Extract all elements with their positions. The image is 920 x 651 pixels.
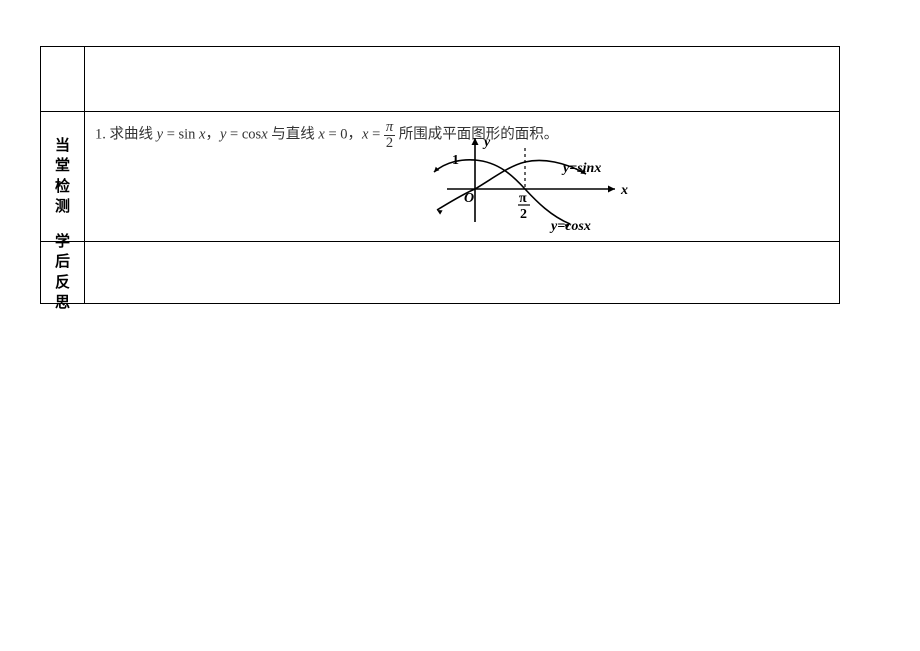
eq: = [163,127,178,143]
reflection-content [85,242,839,303]
label-reflection: 学 后 反 思 [41,242,85,303]
eq: = [368,127,383,143]
label-char: 后 [55,252,70,272]
t: 求曲线 [106,127,157,143]
worksheet-table: 当 堂 检 测 1. 求曲线 y = sin x，y = cosx 与直线 x … [40,46,840,304]
svg-text:π: π [519,191,527,206]
num: 0 [340,127,347,143]
label-char: 反 [55,273,70,293]
svg-text:y=cosx: y=cosx [549,219,591,234]
label-classroom-test: 当 堂 检 测 [41,112,85,241]
eq: = [325,127,340,143]
svg-text:2: 2 [520,207,527,222]
fn: cos [242,127,261,143]
problem-cell: 1. 求曲线 y = sin x，y = cosx 与直线 x = 0，x = … [85,112,839,241]
svg-text:y: y [482,135,491,150]
problem-index: 1. [95,127,106,143]
label-char: 学 [55,232,70,252]
row-reflection: 学 后 反 思 [41,241,839,303]
label-char: 检 [55,177,70,197]
comma: ， [348,127,363,143]
diagram: y x O 1 π2 y=sinx y=cosx [415,134,645,247]
fn: sin [179,127,196,143]
label-char: 堂 [55,156,70,176]
t: 与直线 [268,127,319,143]
fraction: π2 [384,120,395,150]
eq: = [226,127,241,143]
svg-text:O: O [464,191,474,206]
frac-num: π [384,120,395,136]
diagram-svg: y x O 1 π2 y=sinx y=cosx [415,134,645,242]
svg-text:y=sinx: y=sinx [561,161,601,176]
label-char: 思 [55,293,70,313]
svg-text:1: 1 [452,153,459,168]
row-blank-content [85,47,839,111]
svg-text:x: x [620,183,628,198]
row-classroom-test: 当 堂 检 测 1. 求曲线 y = sin x，y = cosx 与直线 x … [41,111,839,241]
row-blank [41,47,839,111]
frac-den: 2 [384,136,395,151]
row-blank-side [41,47,85,111]
label-char: 当 [55,136,70,156]
label-char: 测 [55,197,70,217]
comma: ， [205,127,220,143]
